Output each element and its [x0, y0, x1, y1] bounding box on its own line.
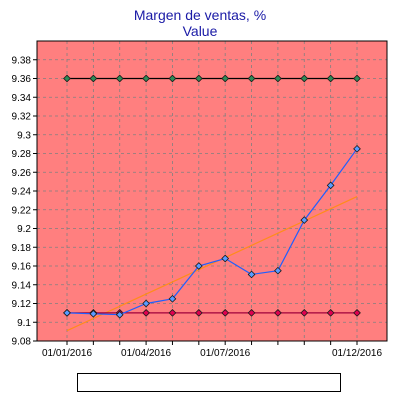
- y-tick-label: 9.28: [12, 149, 32, 160]
- data-point-value: [168, 294, 177, 303]
- data-point-baseline: [194, 309, 203, 317]
- data-point-target: [89, 74, 98, 83]
- data-point-value: [63, 309, 71, 317]
- y-tick-label: 9.34: [12, 93, 32, 104]
- data-point-baseline: [353, 309, 361, 317]
- data-point-target: [142, 74, 150, 83]
- x-tick-label: 01/04/2016: [121, 348, 171, 359]
- data-point-value: [300, 216, 309, 224]
- y-tick-label: 9.1: [17, 318, 31, 329]
- data-point-target: [63, 74, 71, 83]
- y-tick-label: 9.24: [12, 187, 32, 198]
- chart-subtitle: Value: [182, 23, 218, 39]
- x-tick-label: 01/07/2016: [200, 348, 250, 359]
- y-tick-label: 9.08: [12, 337, 32, 348]
- y-tick-label: 9.36: [12, 74, 32, 85]
- data-point-baseline: [300, 309, 309, 317]
- data-point-baseline: [142, 309, 150, 317]
- data-point-baseline: [326, 309, 335, 317]
- data-point-value: [274, 266, 282, 275]
- data-point-value: [326, 181, 335, 190]
- plot-border: [36, 40, 388, 342]
- data-point-target: [247, 74, 256, 83]
- y-tick-label: 9.16: [12, 262, 32, 273]
- data-point-baseline: [274, 309, 282, 317]
- x-tick-label: 01/12/2016: [332, 348, 382, 359]
- x-tick-label: 01/01/2016: [42, 348, 92, 359]
- y-tick-label: 9.26: [12, 168, 32, 179]
- data-point-value: [353, 144, 361, 153]
- y-tick-label: 9.12: [12, 299, 32, 310]
- legend: [77, 373, 341, 392]
- series-line-trend: [66, 196, 358, 332]
- data-point-target: [353, 74, 361, 83]
- data-point-value: [89, 309, 98, 318]
- data-point-value: [142, 299, 150, 308]
- data-point-target: [115, 74, 124, 83]
- data-point-baseline: [247, 309, 256, 317]
- data-point-target: [326, 74, 335, 83]
- chart-title: Margen de ventas, %: [133, 7, 267, 23]
- data-point-target: [221, 74, 230, 83]
- data-point-target: [300, 74, 309, 83]
- data-point-target: [274, 74, 282, 83]
- y-tick-label: 9.2: [17, 224, 31, 235]
- y-tick-label: 9.3: [17, 130, 31, 141]
- data-point-value: [194, 262, 203, 270]
- y-tick-label: 9.32: [12, 112, 32, 123]
- data-point-baseline: [168, 309, 177, 317]
- data-point-target: [194, 74, 203, 83]
- y-tick-label: 9.22: [12, 205, 32, 216]
- data-point-baseline: [221, 309, 230, 317]
- y-tick-label: 9.38: [12, 55, 32, 66]
- data-point-target: [168, 74, 177, 83]
- data-point-value: [247, 270, 256, 279]
- y-tick-label: 9.14: [12, 280, 32, 291]
- data-point-value: [221, 254, 230, 263]
- y-tick-label: 9.18: [12, 243, 32, 254]
- series-line-value: [66, 148, 358, 316]
- data-point-value: [115, 310, 124, 319]
